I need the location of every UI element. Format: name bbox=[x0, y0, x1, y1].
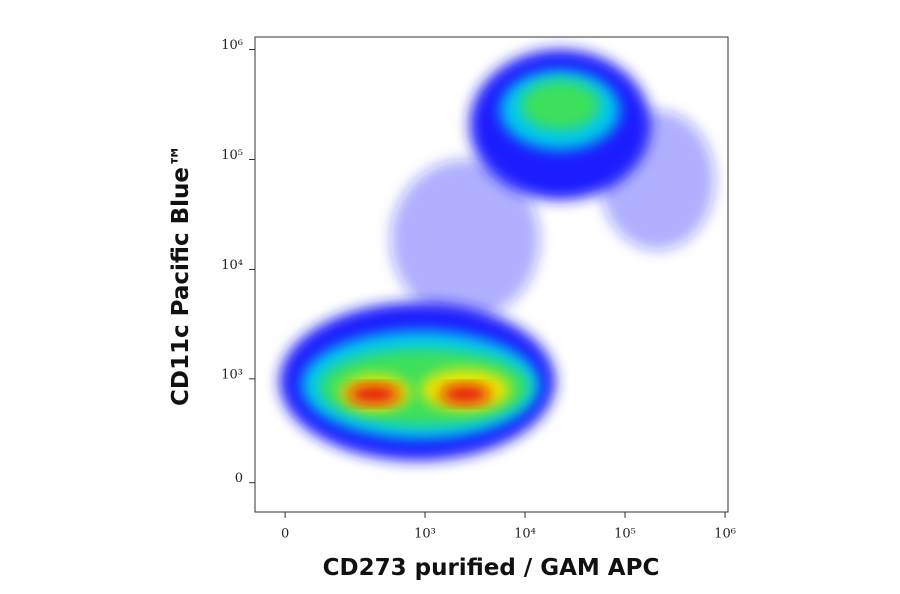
density-region bbox=[390, 159, 540, 320]
y-tick-label: 10⁴ bbox=[221, 258, 243, 273]
x-axis-title: CD273 purified / GAM APC bbox=[323, 555, 660, 581]
x-tick-label: 10⁵ bbox=[614, 527, 636, 542]
x-tick-label: 0 bbox=[281, 527, 289, 542]
x-tick-label: 10⁴ bbox=[514, 527, 536, 542]
x-tick-label: 10³ bbox=[414, 527, 436, 542]
y-tick-label: 10⁶ bbox=[221, 38, 243, 53]
density-area bbox=[279, 49, 715, 461]
y-tick-label: 0 bbox=[235, 471, 243, 486]
y-axis-title: CD11c Pacific Blue™ bbox=[168, 144, 194, 406]
plot-frame bbox=[254, 36, 729, 513]
x-tick-label: 10⁶ bbox=[714, 527, 736, 542]
density-region bbox=[347, 384, 400, 404]
density-region bbox=[520, 80, 600, 130]
density-region bbox=[440, 384, 491, 404]
y-tick-label: 10³ bbox=[221, 367, 243, 382]
y-tick-label: 10⁵ bbox=[221, 148, 243, 163]
